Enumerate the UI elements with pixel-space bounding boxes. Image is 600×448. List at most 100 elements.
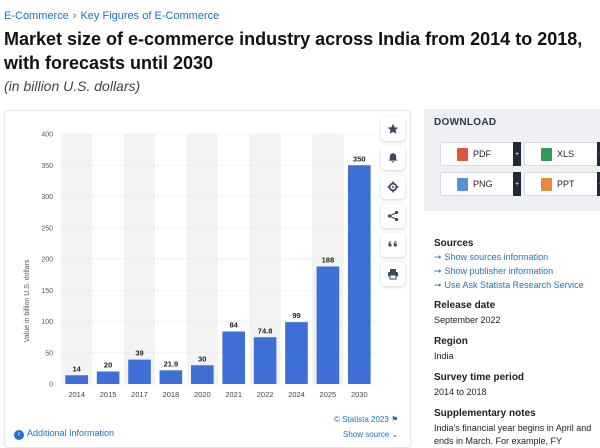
statistic-details: Sources ➞ Show sources information ➞ Show …: [434, 238, 600, 448]
x-tick-label: 2018: [163, 390, 180, 399]
survey-period-section: Survey time period 2014 to 2018: [434, 372, 600, 399]
show-publisher-link[interactable]: ➞ Show publisher information: [434, 266, 600, 277]
data-label: 84: [230, 321, 239, 330]
bar: [222, 331, 246, 384]
cite-button[interactable]: [381, 233, 405, 257]
bar: [190, 365, 214, 384]
survey-period-heading: Survey time period: [434, 372, 525, 383]
download-png-button[interactable]: PNG +: [440, 172, 521, 196]
breadcrumb: E-Commerce › Key Figures of E-Commerce: [4, 10, 219, 22]
y-tick-label: 300: [41, 194, 53, 201]
bar: [96, 371, 120, 384]
notification-button[interactable]: [381, 146, 405, 170]
breadcrumb-link-ecommerce[interactable]: E-Commerce: [4, 10, 69, 22]
bar: [285, 322, 308, 384]
quote-icon: [388, 241, 397, 247]
show-publisher-label: Show publisher information: [444, 266, 554, 276]
additional-information-label: Additional Information: [27, 428, 115, 438]
arrow-right-icon: ➞: [434, 252, 442, 262]
star-icon: [387, 123, 399, 134]
data-label: 30: [198, 354, 206, 363]
chart-toolbar: [381, 117, 405, 291]
page-title: Market size of e-commerce industry acros…: [4, 29, 583, 73]
x-tick-label: 2014: [68, 390, 85, 399]
print-icon: [388, 269, 398, 280]
survey-period-value: 2014 to 2018: [434, 387, 487, 397]
breadcrumb-link-key-figures[interactable]: Key Figures of E-Commerce: [80, 10, 220, 22]
data-label: 39: [135, 349, 143, 358]
arrow-right-icon: ➞: [434, 266, 442, 276]
plus-icon: +: [513, 142, 521, 166]
download-panel: DOWNLOAD PDF + XLS + PNG + PPT +: [424, 109, 600, 211]
share-button[interactable]: [381, 204, 405, 228]
y-tick-label: 100: [41, 319, 53, 326]
x-tick-label: 2015: [100, 390, 117, 399]
show-sources-link[interactable]: ➞ Show sources information: [434, 252, 600, 263]
additional-information-link[interactable]: i Additional Information: [14, 428, 114, 440]
print-button[interactable]: [381, 262, 405, 286]
plus-icon: +: [597, 172, 600, 196]
page-subtitle: (in billion U.S. dollars): [4, 78, 141, 94]
bar: [347, 165, 371, 384]
bar: [65, 375, 89, 384]
x-tick-label: 2021: [225, 390, 242, 399]
data-label: 188: [322, 256, 335, 265]
bar: [159, 370, 183, 384]
settings-button[interactable]: [381, 175, 405, 199]
region-value: India: [434, 351, 454, 361]
y-tick-label: 250: [41, 225, 53, 232]
ppt-file-icon: [541, 177, 552, 191]
ask-statista-link[interactable]: ➞ Use Ask Statista Research Service: [434, 280, 600, 291]
data-label: 99: [292, 311, 300, 320]
bell-icon: [388, 153, 398, 163]
breadcrumb-separator: ›: [72, 10, 77, 22]
flag-icon: ⚑: [391, 415, 399, 424]
x-tick-label: 2020: [194, 390, 211, 399]
download-title: DOWNLOAD: [434, 117, 497, 128]
x-tick-label: 2025: [320, 390, 337, 399]
release-date-section: Release date September 2022: [434, 300, 600, 327]
download-ppt-button[interactable]: PPT +: [524, 172, 600, 196]
y-tick-label: 50: [45, 350, 53, 357]
xls-file-icon: [541, 147, 552, 161]
download-ppt-label: PPT: [557, 179, 575, 189]
sources-heading: Sources: [434, 238, 474, 249]
region-heading: Region: [434, 336, 468, 347]
ask-statista-label: Use Ask Statista Research Service: [444, 280, 584, 290]
data-label: 350: [353, 154, 366, 163]
bar: [316, 266, 340, 384]
y-axis-label: Value in billion U.S. dollars: [24, 259, 31, 342]
download-pdf-label: PDF: [473, 149, 491, 159]
download-pdf-button[interactable]: PDF +: [440, 142, 521, 166]
x-tick-label: 2030: [351, 390, 368, 399]
data-label: 14: [73, 364, 82, 373]
x-tick-label: 2024: [288, 390, 305, 399]
chevron-down-icon: ⌄: [391, 430, 399, 439]
x-tick-label: 2022: [257, 390, 274, 399]
y-tick-label: 400: [41, 132, 53, 139]
bar: [253, 337, 277, 384]
show-source-text: Show source: [343, 430, 390, 439]
favorite-button[interactable]: [381, 117, 405, 141]
data-label: 74.8: [258, 326, 273, 335]
chart-card: 0 50 100 150 200 250 300 350 400 14 20 39 21.9 30 84 7…: [4, 110, 411, 448]
sources-section: Sources ➞ Show sources information ➞ Show …: [434, 238, 600, 291]
share-icon: [387, 210, 399, 222]
plus-icon: +: [513, 172, 521, 196]
copyright-link[interactable]: © Statista 2023 ⚑: [334, 415, 398, 424]
download-xls-button[interactable]: XLS +: [524, 142, 600, 166]
release-date-value: September 2022: [434, 315, 501, 325]
supplementary-notes-text: India's financial year begins in April a…: [434, 423, 592, 446]
supplementary-notes-section: Supplementary notes India's financial ye…: [434, 408, 600, 448]
plus-icon: +: [597, 142, 600, 166]
y-tick-label: 350: [41, 163, 53, 170]
pdf-file-icon: [457, 147, 468, 161]
gear-icon: [387, 181, 399, 193]
y-tick-label: 0: [49, 382, 53, 389]
y-tick-label: 200: [41, 257, 53, 264]
info-icon: i: [14, 430, 24, 440]
download-xls-label: XLS: [557, 149, 575, 159]
arrow-right-icon: ➞: [434, 280, 442, 290]
y-tick-label: 150: [41, 288, 53, 295]
show-source-link[interactable]: Show source ⌄: [343, 430, 398, 439]
